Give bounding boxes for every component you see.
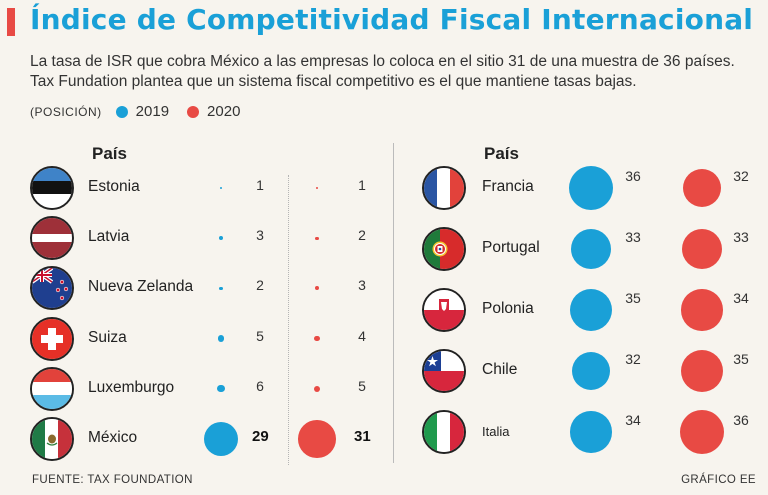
rank-2020-estonia: 1 [358,177,366,193]
country-name-estonia: Estonia [88,178,140,195]
legend-position-label: (POSICIÓN) [30,104,102,119]
source-note: FUENTE: TAX FOUNDATION [32,474,193,486]
rank-2019-estonia: 1 [256,177,264,193]
rank-2020-italia: 36 [733,412,749,428]
title-accent-bar [7,8,15,36]
bubble-2019-francia [569,166,613,210]
country-name-luxemburgo: Luxemburgo [88,378,175,396]
bubble-2020-mexico [298,420,336,458]
rank-2019-polonia: 35 [625,290,641,306]
bubble-2020-italia [680,410,724,454]
chart-subtitle: La tasa de ISR que cobra México a las em… [30,52,760,92]
legend-2020-swatch [187,105,200,118]
rank-2020-francia: 32 [733,168,749,184]
poland-flag-icon [422,288,466,332]
bubble-2020-nueva-zelanda [314,286,320,291]
country-name-nueva-zelanda: Nueva Zelanda [88,278,194,296]
bubble-2020-luxemburgo [313,385,321,392]
rank-2020-chile: 35 [733,351,749,367]
rank-2019-latvia: 3 [256,227,264,244]
country-name-suiza: Suiza [88,328,127,346]
bubble-2020-portugal [681,228,723,270]
rank-2020-suiza: 4 [358,327,366,344]
bubble-2020-chile [680,349,724,393]
chart-title: Índice de Competitividad Fiscal Internac… [30,3,754,36]
country-name-polonia: Polonia [482,300,534,317]
france-flag-icon [422,166,466,210]
luxembourg-flag-icon [30,366,74,411]
country-name-francia: Francia [482,178,534,195]
rank-2019-francia: 36 [625,168,641,184]
bubble-2019-mexico [203,421,239,457]
right-column-header: País [484,144,519,163]
bubble-2020-polonia [681,289,723,331]
subtitle-line-2: Tax Fundation plantea que un sistema fis… [30,73,637,90]
bubble-2020-francia [682,168,722,208]
legend: (POSICIÓN) 2019 2020 [30,103,258,120]
bubble-2019-italia [570,411,612,453]
rank-2020-portugal: 33 [733,229,749,245]
bubble-2020-latvia [315,236,319,240]
rank-2019-mexico: 29 [252,428,269,445]
graphic-credit: GRÁFICO EE [681,474,756,486]
legend-2019-swatch [115,105,128,118]
legend-2019-label: 2019 [135,103,170,120]
country-name-chile: Chile [482,361,518,378]
left-dotted-separator [288,175,289,465]
rank-2019-luxemburgo: 6 [256,377,264,394]
left-column-header: País [92,144,127,163]
estonia-flag-icon [30,166,74,210]
chile-flag-icon [422,349,466,393]
legend-2020-label: 2020 [207,103,241,120]
rank-2020-polonia: 34 [733,290,749,306]
bubble-2019-estonia [219,186,223,190]
column-divider [393,143,394,463]
mexico-flag-icon [30,417,74,461]
rank-2019-portugal: 33 [625,229,641,245]
bubble-2019-luxemburgo [217,385,225,393]
bubble-2019-suiza [217,335,225,342]
rank-2019-italia: 34 [625,412,641,428]
bubble-2020-estonia [315,186,319,190]
rank-2019-suiza: 5 [256,327,264,344]
bubble-2019-latvia [218,236,224,241]
rank-2020-mexico: 31 [354,428,371,445]
rank-2019-chile: 32 [625,351,641,367]
portugal-flag-icon [422,227,466,271]
italy-flag-icon [422,410,466,454]
country-name-italia: Italia [482,424,510,439]
bubble-2019-portugal [570,228,612,270]
latvia-flag-icon [30,216,74,261]
rank-2020-nueva-zelanda: 3 [358,277,366,294]
bubble-2020-suiza [314,336,320,342]
rank-2020-luxemburgo: 5 [358,377,366,394]
bubble-2019-polonia [569,288,613,332]
bubble-2019-nueva-zelanda [219,286,223,290]
rank-2019-nueva-zelanda: 2 [256,277,264,294]
new-zealand-flag-icon [30,266,74,311]
country-name-latvia: Latvia [88,228,130,246]
rank-2020-latvia: 2 [358,227,366,244]
switzerland-flag-icon [30,316,74,361]
country-name-portugal: Portugal [482,239,540,256]
bubble-2019-chile [571,351,611,391]
subtitle-line-1: La tasa de ISR que cobra México a las em… [30,53,735,70]
country-name-mexico: México [88,429,138,446]
